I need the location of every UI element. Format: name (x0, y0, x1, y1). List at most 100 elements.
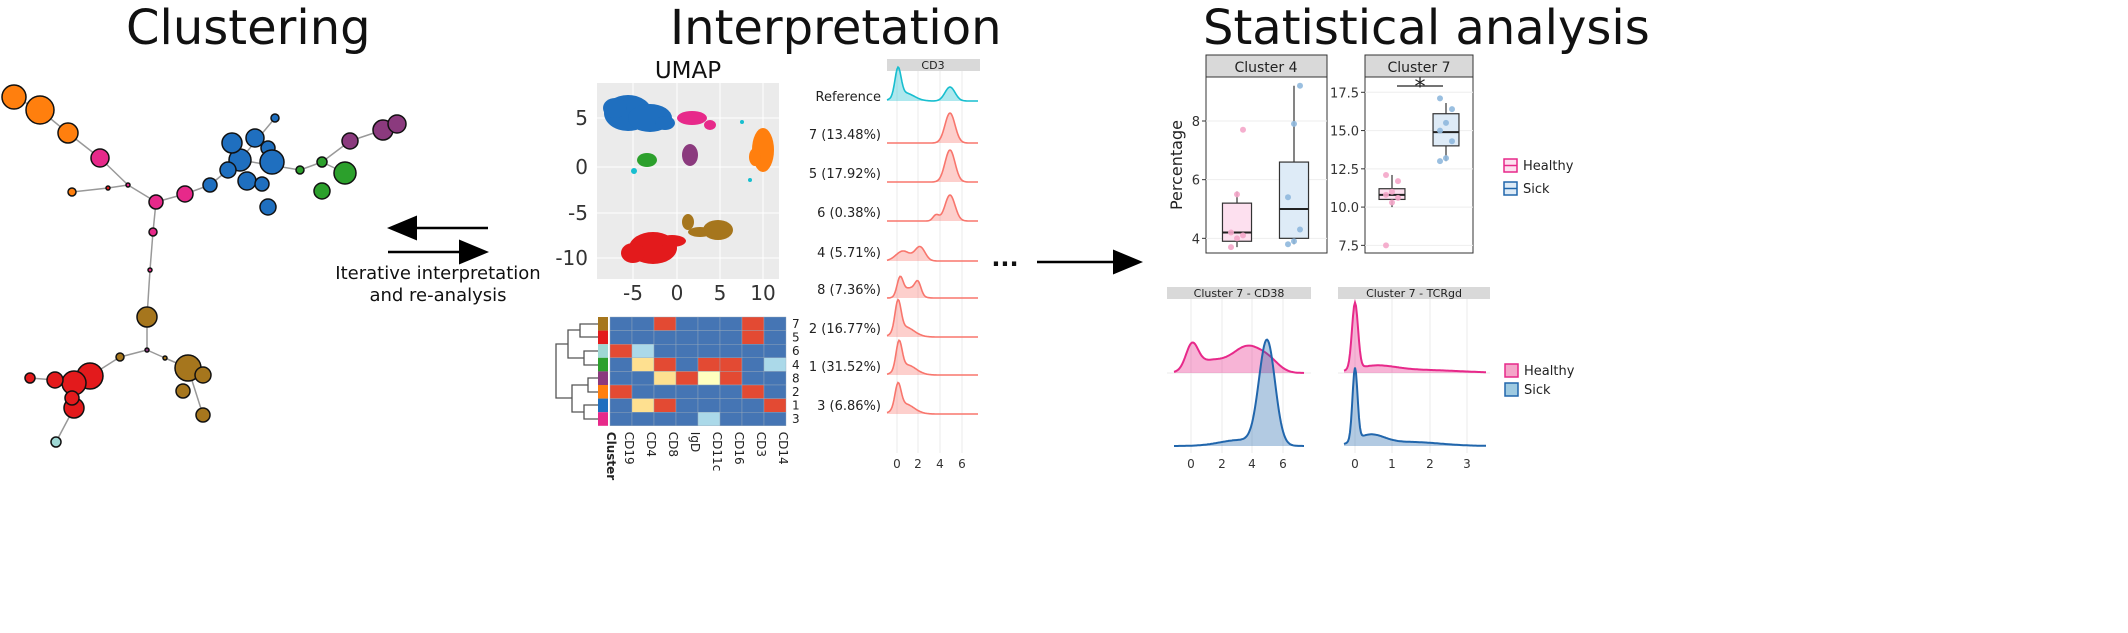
iteration-caption-line1: Iterative interpretation (335, 263, 540, 284)
density-tcrgd: Cluster 7 - TCRgd 0 1 2 3 (1338, 287, 1490, 471)
tree-node (136, 306, 158, 328)
heatmap-cell (741, 398, 765, 413)
tree-node (147, 267, 153, 273)
umap-x-tick: 10 (750, 281, 775, 305)
heatmap-cell (675, 316, 699, 331)
ridge-row (886, 381, 978, 415)
density-healthy-fill (1174, 342, 1304, 373)
heatmap-row-label: 4 (792, 358, 800, 372)
box-legend: Healthy Sick (1503, 158, 1574, 197)
tree-node (115, 352, 125, 362)
heatmap-cell (653, 371, 677, 386)
heatmap-cell (609, 330, 633, 345)
heatmap-cell (631, 398, 655, 413)
legend-healthy: Healthy (1524, 364, 1575, 379)
density-x-tick: 0 (1351, 457, 1359, 471)
heatmap-cell (763, 357, 787, 372)
heatmap-cell (653, 316, 677, 331)
box-y-tick: 15.0 (1330, 125, 1359, 140)
tree-node (295, 165, 305, 175)
box-y-tick: 8 (1192, 115, 1200, 130)
heatmap-cell (741, 316, 765, 331)
box-point (1449, 106, 1455, 113)
heatmap-cell (741, 412, 765, 427)
interpretation-heading: Interpretation (670, 0, 1002, 56)
heatmap-cell (763, 398, 787, 413)
box-point (1240, 232, 1246, 239)
heatmap-cell (763, 371, 787, 386)
heatmap-cell (675, 384, 699, 399)
legend-sick: Sick (1524, 383, 1551, 398)
density-x-tick: 2 (1218, 457, 1226, 471)
heatmap-cell (697, 371, 721, 386)
heatmap-cell (631, 357, 655, 372)
box-y-tick: 7.5 (1338, 239, 1359, 254)
heatmap-cell (653, 384, 677, 399)
umap-cluster-blue (603, 95, 675, 132)
tree-node (341, 132, 359, 150)
ridge-row-label: 2 (16.77%) (809, 322, 881, 337)
box-point (1228, 229, 1234, 236)
ridge-x-tick: 4 (936, 457, 944, 471)
tree-node (148, 194, 164, 210)
ridge-row (887, 149, 978, 183)
heatmap-cell (653, 398, 677, 413)
heatmap-grid (598, 316, 787, 427)
ridge-row-label: 4 (5.71%) (817, 246, 881, 261)
significance-star: * (1415, 75, 1426, 100)
heatmap-cell (719, 384, 743, 399)
ridge-row-fill (887, 113, 978, 143)
tree-node (195, 407, 211, 423)
ridge-row-fill (887, 150, 978, 182)
box-plot-cluster4: Cluster 4 4 6 8 (1192, 54, 1328, 254)
umap-cluster-orange (749, 128, 774, 172)
heatmap-cell (653, 330, 677, 345)
umap-x-tick: 5 (714, 281, 727, 305)
heatmap-cell (609, 316, 633, 331)
box-point (1234, 235, 1240, 242)
statistical-heading: Statistical analysis (1203, 0, 1650, 56)
heatmap-cell (697, 412, 721, 427)
density-healthy (1343, 298, 1486, 374)
tree-node (259, 149, 285, 175)
tree-node (105, 185, 111, 191)
tree-node (270, 113, 280, 123)
heatmap-column-label: Cluster (604, 432, 618, 480)
density-title: Cluster 7 - CD38 (1194, 287, 1285, 300)
legend-sick: Sick (1523, 182, 1550, 197)
ridge-row (886, 275, 978, 299)
box-y-tick: 6 (1192, 174, 1200, 189)
umap-x-tick: -5 (623, 281, 643, 305)
box-body (1221, 202, 1253, 242)
tree-node (194, 366, 212, 384)
heatmap-cell (697, 384, 721, 399)
box-point (1437, 95, 1443, 102)
heatmap-cluster-cell (598, 344, 608, 358)
box-y-tick: 4 (1192, 232, 1200, 247)
tree-node (176, 185, 194, 203)
box-point (1437, 127, 1443, 134)
heatmap-cell (631, 412, 655, 427)
heatmap-column-label: CD4 (644, 432, 658, 457)
box-point (1383, 171, 1389, 178)
density-title: Cluster 7 - TCRgd (1366, 287, 1462, 300)
ridge-reference-label: Reference (816, 90, 881, 105)
ridge-row (886, 298, 978, 338)
density-x-tick: 3 (1463, 457, 1471, 471)
heatmap-row-label: 5 (792, 331, 800, 345)
ridge-row (886, 339, 978, 376)
legend-healthy: Healthy (1523, 159, 1574, 174)
umap-x-tick: 0 (671, 281, 684, 305)
heatmap-cluster-cell (598, 317, 608, 331)
box-point (1443, 155, 1449, 162)
tree-node (125, 182, 131, 188)
box-point (1291, 120, 1297, 127)
heatmap-cell (675, 330, 699, 345)
heatmap-cell (763, 344, 787, 359)
heatmap-cell (675, 371, 699, 386)
umap-y-tick: -5 (568, 201, 588, 225)
heatmap-row-label: 6 (792, 344, 800, 358)
box-point (1297, 82, 1303, 89)
